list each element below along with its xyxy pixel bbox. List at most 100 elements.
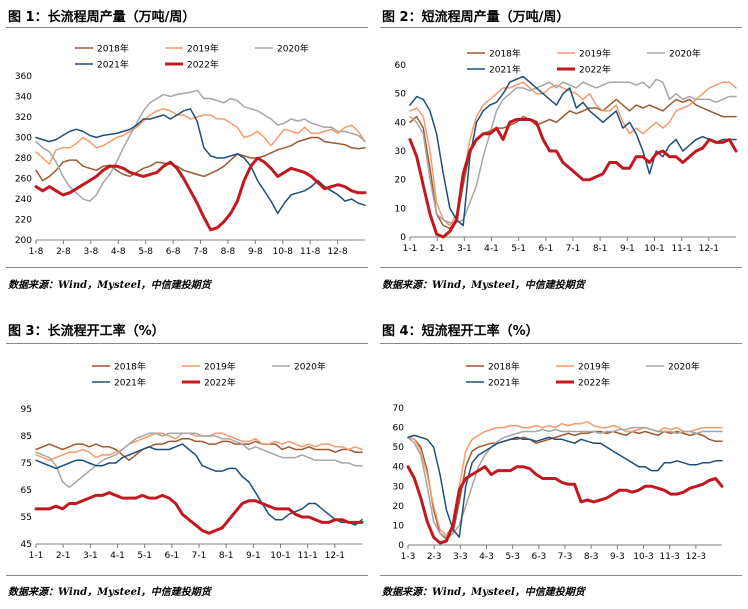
x-tick-label: 12-1 bbox=[699, 244, 719, 254]
y-tick-label: 20 bbox=[393, 502, 405, 512]
chart-panel-4: 图 4：短流程开工率（%） 70 60 50 40 30 20 10 0 1-3 2-3 3-3 4-… bbox=[374, 309, 748, 609]
y-tick-label: 280 bbox=[15, 154, 32, 164]
series-line-2020年 bbox=[407, 426, 723, 538]
x-tick-label: 7-1 bbox=[192, 551, 207, 561]
x-tick-label: 1-1 bbox=[29, 551, 44, 561]
x-tick-label: 6-1 bbox=[538, 244, 553, 254]
x-tick-label: 5-3 bbox=[505, 552, 520, 562]
x-tick-label: 8-1 bbox=[593, 244, 608, 254]
y-tick-label: 10 bbox=[395, 204, 407, 214]
source-note: 数据来源：Wind，Mysteel，中信建投期货 bbox=[382, 280, 585, 291]
x-tick-label: 1-3 bbox=[401, 552, 416, 562]
y-tick-label: 360 bbox=[15, 72, 32, 82]
y-tick-label: 240 bbox=[15, 195, 32, 205]
legend-label: 2018年 bbox=[97, 43, 129, 55]
x-tick-label: 10-8 bbox=[273, 247, 294, 257]
x-tick-label: 11-1 bbox=[297, 551, 317, 561]
series-line-2022年 bbox=[408, 118, 738, 239]
x-tick-label: 2-1 bbox=[430, 244, 445, 254]
y-tick-label: 65 bbox=[21, 486, 32, 496]
x-tick-label: 9-8 bbox=[248, 247, 263, 257]
x-tick-label: 3-1 bbox=[457, 244, 472, 254]
y-tick-label: 300 bbox=[15, 134, 32, 144]
x-tick-label: 3-3 bbox=[453, 552, 468, 562]
series-line-2019年 bbox=[407, 420, 723, 536]
legend-label: 2020年 bbox=[669, 48, 701, 60]
legend-label: 2018年 bbox=[488, 361, 520, 373]
y-tick-label: 340 bbox=[15, 93, 32, 103]
x-tick-label: 4-8 bbox=[111, 247, 126, 257]
legend-label: 2021年 bbox=[114, 377, 146, 389]
chart-title: 图 1：长流程周产量（万吨/周） bbox=[8, 10, 196, 25]
legend-label: 2019年 bbox=[204, 361, 236, 373]
x-tick-label: 3-8 bbox=[83, 247, 98, 257]
y-tick-label: 60 bbox=[393, 424, 405, 434]
y-tick-label: 0 bbox=[398, 541, 404, 551]
chart-svg: 95 85 75 65 55 451-1 2-1 3-1 4-1 5-1 6-1 7-1 8-1 9-1 1… bbox=[21, 361, 364, 561]
x-tick-label: 9-1 bbox=[246, 551, 261, 561]
x-tick-label: 12-3 bbox=[686, 552, 706, 562]
series-line-2022年 bbox=[34, 491, 364, 535]
y-tick-label: 85 bbox=[21, 432, 32, 442]
chart-svg: 60 50 40 30 20 10 01-1 2-1 3-1 4-1 5-1 6-1 7-1 8-1 9-1… bbox=[395, 48, 738, 254]
y-tick-label: 320 bbox=[15, 113, 32, 123]
series-line-2018年 bbox=[35, 437, 363, 462]
series-line-2018年 bbox=[409, 98, 737, 230]
chart-panel-3: 图 3：长流程开工率（%） 95 85 75 65 55 45 1-1 2-1 3-1 4-1 5-… bbox=[0, 309, 374, 609]
x-tick-label: 9-1 bbox=[620, 244, 635, 254]
legend-label: 2019年 bbox=[578, 361, 610, 373]
series-line-2018年 bbox=[35, 136, 366, 182]
x-tick-label: 2-3 bbox=[427, 552, 442, 562]
y-tick-label: 200 bbox=[15, 236, 32, 246]
source-note: 数据来源：Wind，Mysteel，中信建投期货 bbox=[382, 587, 585, 598]
series-line-2021年 bbox=[407, 434, 723, 538]
y-tick-label: 40 bbox=[395, 118, 407, 128]
y-tick-label: 75 bbox=[21, 459, 32, 469]
x-tick-label: 5-1 bbox=[511, 244, 526, 254]
series-line-2020年 bbox=[35, 89, 366, 202]
x-tick-label: 9-3 bbox=[610, 552, 625, 562]
x-tick-label: 1-8 bbox=[29, 247, 44, 257]
divider bbox=[380, 267, 742, 268]
series-line-2018年 bbox=[407, 430, 723, 540]
divider bbox=[6, 343, 368, 344]
y-tick-label: 95 bbox=[21, 405, 32, 415]
series-line-2019年 bbox=[35, 432, 363, 462]
series-line-2021年 bbox=[35, 108, 366, 215]
divider bbox=[6, 575, 368, 576]
divider bbox=[380, 575, 742, 576]
legend-label: 2020年 bbox=[294, 361, 326, 373]
y-tick-label: 40 bbox=[393, 463, 405, 473]
x-tick-label: 8-1 bbox=[219, 551, 234, 561]
legend-label: 2020年 bbox=[668, 361, 700, 373]
y-tick-label: 60 bbox=[395, 61, 407, 71]
legend-label: 2018年 bbox=[114, 361, 146, 373]
chart-panel-1: 图 1：长流程周产量（万吨/周） 360 340 320 300 280 260 240 22… bbox=[0, 0, 374, 300]
y-tick-label: 45 bbox=[21, 540, 32, 550]
legend-label: 2018年 bbox=[489, 48, 521, 60]
divider bbox=[6, 267, 368, 268]
legend-label: 2021年 bbox=[97, 59, 129, 71]
y-tick-label: 0 bbox=[400, 233, 406, 243]
x-tick-label: 8-8 bbox=[221, 247, 236, 257]
divider bbox=[6, 27, 368, 28]
series-line-2020年 bbox=[35, 432, 363, 489]
x-tick-label: 7-1 bbox=[566, 244, 581, 254]
x-tick-label: 4-1 bbox=[110, 551, 125, 561]
x-tick-label: 10-1 bbox=[644, 244, 664, 254]
legend-label: 2019年 bbox=[187, 43, 219, 55]
x-tick-label: 10-3 bbox=[633, 552, 653, 562]
y-tick-label: 55 bbox=[21, 513, 32, 523]
x-tick-label: 4-3 bbox=[479, 552, 494, 562]
legend-label: 2022年 bbox=[187, 59, 219, 71]
series-line-2019年 bbox=[35, 108, 366, 165]
legend-label: 2021年 bbox=[489, 64, 521, 76]
x-tick-label: 8-3 bbox=[584, 552, 599, 562]
y-tick-label: 260 bbox=[15, 175, 32, 185]
y-tick-label: 30 bbox=[395, 147, 407, 157]
series-line-2021年 bbox=[35, 443, 363, 526]
x-tick-label: 6-3 bbox=[531, 552, 546, 562]
x-tick-label: 6-1 bbox=[164, 551, 179, 561]
x-tick-label: 4-1 bbox=[484, 244, 499, 254]
source-note: 数据来源：Wind，Mysteel，中信建投期货 bbox=[8, 280, 211, 291]
